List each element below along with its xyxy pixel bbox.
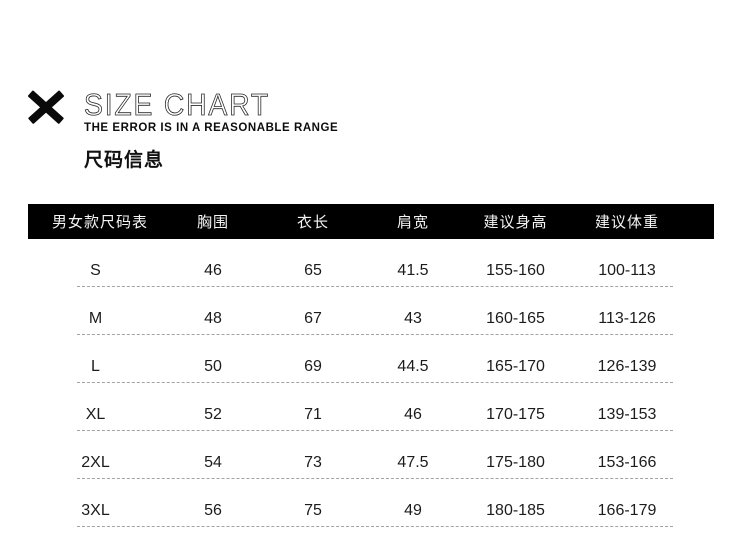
bold-x-mark-icon	[27, 90, 65, 124]
size-label-cell: 2XL	[81, 454, 110, 471]
value-cell: 49	[404, 502, 422, 519]
size-table: 男女款尺码表 胸围 衣长 肩宽 建议身高 建议体重 S 46 65 41.5 155-160 100…	[28, 204, 714, 527]
size-table-header: 男女款尺码表 胸围 衣长 肩宽 建议身高 建议体重	[28, 204, 714, 239]
size-chart-title-graphic: SIZE CHART	[84, 88, 270, 121]
value-cell: 44.5	[397, 358, 429, 375]
value-cell: 75	[304, 502, 322, 519]
value-cell: 113-126	[598, 310, 656, 327]
table-row: 2XL 54 73 47.5 175-180 153-166	[28, 431, 714, 479]
section-title: 尺码信息	[84, 150, 165, 171]
value-cell: 65	[304, 262, 322, 279]
value-cell: 46	[204, 262, 222, 279]
size-table-body: S 46 65 41.5 155-160 100-113 M 48 67 43 160-165 113…	[28, 239, 714, 527]
value-cell: 56	[204, 502, 222, 519]
value-cell: 41.5	[397, 262, 429, 279]
value-cell: 175-180	[486, 454, 545, 471]
column-header: 衣长	[296, 214, 329, 231]
table-row: L 50 69 44.5 165-170 126-139	[28, 335, 714, 383]
value-cell: 139-153	[597, 406, 657, 423]
column-header: 男女款尺码表	[52, 214, 149, 231]
size-label-cell: S	[90, 262, 101, 279]
value-cell: 67	[304, 310, 322, 327]
size-label-cell: M	[88, 310, 103, 327]
value-cell: 170-175	[486, 406, 545, 423]
value-cell: 155-160	[486, 262, 545, 279]
value-cell: 71	[304, 406, 322, 423]
value-cell: 180-185	[486, 502, 545, 519]
value-cell: 50	[204, 358, 222, 375]
table-row: S 46 65 41.5 155-160 100-113	[28, 239, 714, 287]
table-row: 3XL 56 75 49 180-185 166-179	[28, 479, 714, 527]
column-header: 肩宽	[396, 214, 429, 231]
value-cell: 46	[404, 406, 422, 423]
column-header: 建议体重	[594, 214, 659, 231]
value-cell: 160-165	[486, 310, 545, 327]
size-label-cell: XL	[85, 406, 106, 423]
table-row: M 48 67 43 160-165 113-126	[28, 287, 714, 335]
header-title-group: SIZE CHART THE ERROR IS IN A REASONABLE …	[84, 88, 338, 172]
column-header: 胸围	[196, 214, 229, 231]
column-header: 建议身高	[483, 214, 548, 231]
value-cell: 54	[204, 454, 222, 471]
size-label-cell: 3XL	[81, 502, 110, 519]
page-subtitle: THE ERROR IS IN A REASONABLE RANGE	[84, 122, 339, 134]
value-cell: 166-179	[597, 502, 657, 519]
page-title: SIZE CHART	[84, 88, 270, 121]
value-cell: 153-166	[597, 454, 657, 471]
value-cell: 100-113	[598, 262, 656, 279]
value-cell: 165-170	[486, 358, 545, 375]
value-cell: 48	[204, 310, 222, 327]
value-cell: 126-139	[597, 358, 657, 375]
value-cell: 52	[204, 406, 222, 423]
value-cell: 69	[304, 358, 322, 375]
value-cell: 47.5	[397, 454, 429, 471]
table-row: XL 52 71 46 170-175 139-153	[28, 383, 714, 431]
value-cell: 73	[304, 454, 322, 471]
value-cell: 43	[404, 310, 422, 327]
size-label-cell: L	[91, 358, 100, 375]
